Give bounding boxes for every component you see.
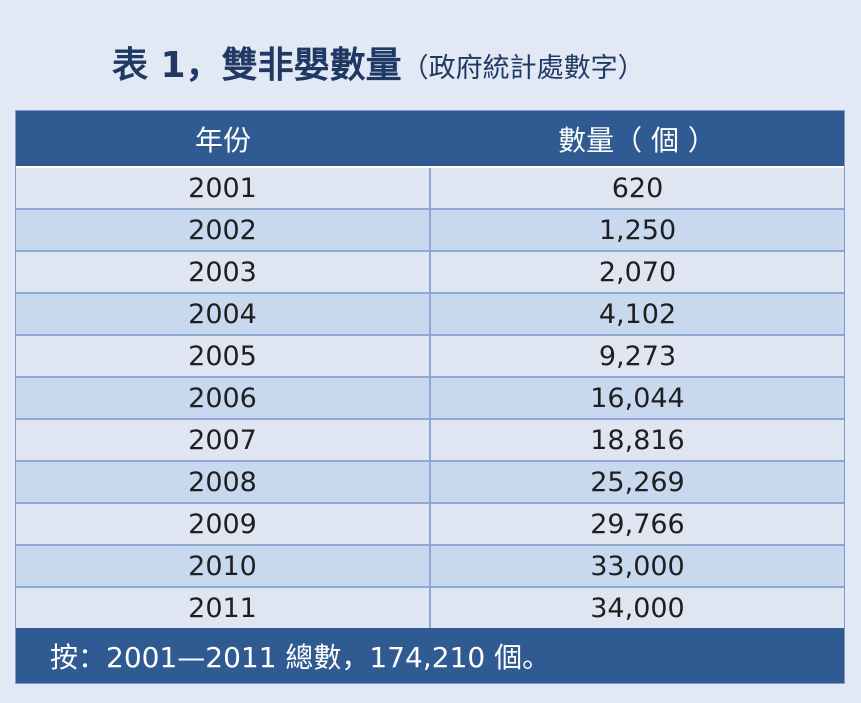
table-header-row: 年份 數量（ 個 ） (16, 111, 844, 168)
cell-year: 2005 (16, 336, 431, 376)
cell-count: 34,000 (590, 592, 685, 624)
cell-count: 9,273 (598, 340, 677, 372)
table-row: 2009 29,766 (16, 504, 844, 546)
table-row: 2005 9,273 (16, 336, 844, 378)
cell-year: 2006 (16, 378, 431, 418)
cell-year: 2010 (16, 546, 431, 586)
table-row: 2006 16,044 (16, 378, 844, 420)
cell-year: 2009 (16, 504, 431, 544)
cell-year: 2002 (16, 210, 431, 250)
data-table: 年份 數量（ 個 ） 2001 620 2002 1,250 2003 2,070 2004… (15, 110, 845, 684)
table-body: 2001 620 2002 1,250 2003 2,070 2004 4,102 2005 9,… (16, 168, 844, 630)
cell-year: 2008 (16, 462, 431, 502)
page-title: 表 1，雙非嬰數量（政府統計處數字） (112, 36, 645, 88)
cell-count: 1,250 (598, 214, 677, 246)
table-row: 2008 25,269 (16, 462, 844, 504)
header-count: 數量（ 個 ） (558, 123, 716, 157)
cell-year: 2007 (16, 420, 431, 460)
cell-count: 2,070 (598, 256, 677, 288)
cell-count: 29,766 (590, 508, 685, 540)
cell-count: 16,044 (590, 382, 685, 414)
title-source: （政府統計處數字） (401, 53, 645, 84)
table-row: 2004 4,102 (16, 294, 844, 336)
table-footer-note: 按：2001—2011 總數，174,210 個。 (16, 628, 844, 683)
table-row: 2011 34,000 (16, 588, 844, 630)
table-row: 2010 33,000 (16, 546, 844, 588)
cell-count: 620 (611, 172, 664, 204)
header-year: 年份 (194, 123, 251, 157)
cell-count: 33,000 (590, 550, 685, 582)
cell-year: 2003 (16, 252, 431, 292)
table-row: 2003 2,070 (16, 252, 844, 294)
table-row: 2001 620 (16, 168, 844, 210)
table-row: 2002 1,250 (16, 210, 844, 252)
cell-year: 2004 (16, 294, 431, 334)
cell-year: 2001 (16, 168, 431, 208)
cell-count: 18,816 (590, 424, 685, 456)
cell-year: 2011 (16, 588, 431, 628)
cell-count: 4,102 (598, 298, 677, 330)
cell-count: 25,269 (590, 466, 685, 498)
table-row: 2007 18,816 (16, 420, 844, 462)
title-main: 表 1，雙非嬰數量 (112, 45, 402, 86)
